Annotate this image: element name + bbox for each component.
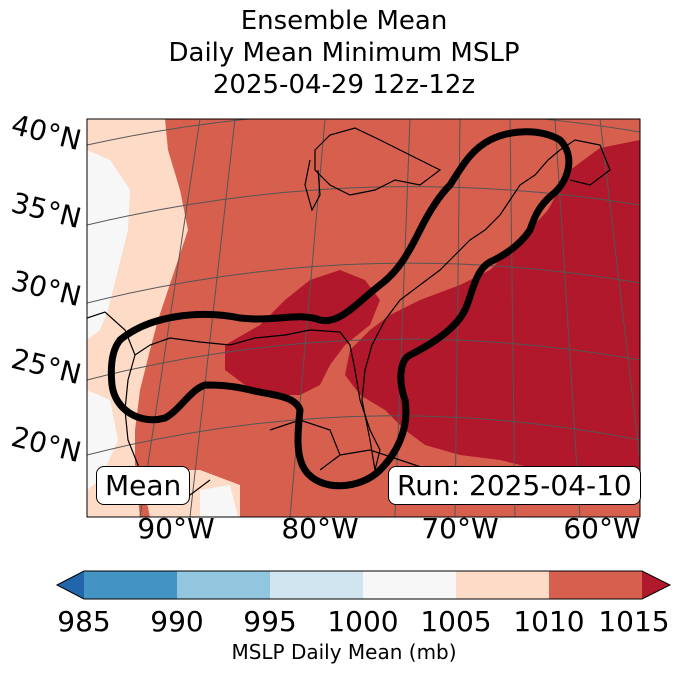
lon-label-80: 80°W: [281, 512, 359, 545]
colorbar-tick-1015: 1015: [598, 605, 670, 638]
field-1015-east: [345, 140, 640, 490]
title-line-1: Ensemble Mean: [240, 6, 448, 36]
colorbar-tick-1005: 1005: [420, 605, 492, 638]
field-1000-1005-south: [87, 390, 118, 490]
lon-label-70: 70°W: [421, 512, 499, 545]
colorbar-tick-990: 990: [150, 605, 204, 638]
gulf-coast: [87, 311, 381, 471]
lon-line-50: [599, 119, 640, 461]
colorbar-bin-995: [270, 571, 363, 599]
run-label: Run: 2025-04-10: [388, 466, 641, 505]
colorbar-bin-985: [84, 571, 177, 599]
colorbar-extend-high: [642, 571, 670, 599]
lon-label-90: 90°W: [137, 512, 215, 545]
colorbar-extend-low: [57, 571, 84, 599]
lat-line-20: [87, 415, 640, 456]
mean-label: Mean: [96, 466, 191, 505]
colorbar-bin-1000: [363, 571, 456, 599]
lon-line-60: [509, 119, 516, 517]
lake-michigan: [304, 159, 321, 212]
field-1015-gulf: [225, 270, 380, 395]
lat-line-30: [87, 262, 640, 304]
great-lakes: [314, 127, 442, 196]
mean-contour: [107, 128, 573, 490]
title-line-2: Daily Mean Minimum MSLP: [168, 38, 520, 68]
lat-line-40: [87, 119, 640, 146]
colorbar: [55, 570, 672, 600]
colorbar-outline: [55, 570, 672, 600]
lon-label-60: 60°W: [563, 512, 641, 545]
colorbar-bin-990: [177, 571, 270, 599]
colorbar-tick-1000: 1000: [327, 605, 399, 638]
maritimes: [559, 139, 611, 186]
colorbar-bin-1010: [549, 571, 642, 599]
yucatan: [269, 419, 341, 471]
field-1000-1005-box: [200, 485, 238, 517]
colorbar-bin-1005: [456, 571, 549, 599]
colorbar-tick-985: 985: [57, 605, 111, 638]
cuba: [339, 449, 431, 471]
map-frame: [86, 118, 641, 518]
colorbar-tick-995: 995: [243, 605, 297, 638]
title-line-3: 2025-04-29 12z-12z: [212, 70, 476, 100]
colorbar-tick-1010: 1010: [513, 605, 585, 638]
lat-line-35: [87, 186, 640, 226]
atlantic-coast: [361, 149, 561, 471]
field-1000-1005: [87, 150, 130, 340]
colorbar-label: MSLP Daily Mean (mb): [231, 640, 457, 664]
